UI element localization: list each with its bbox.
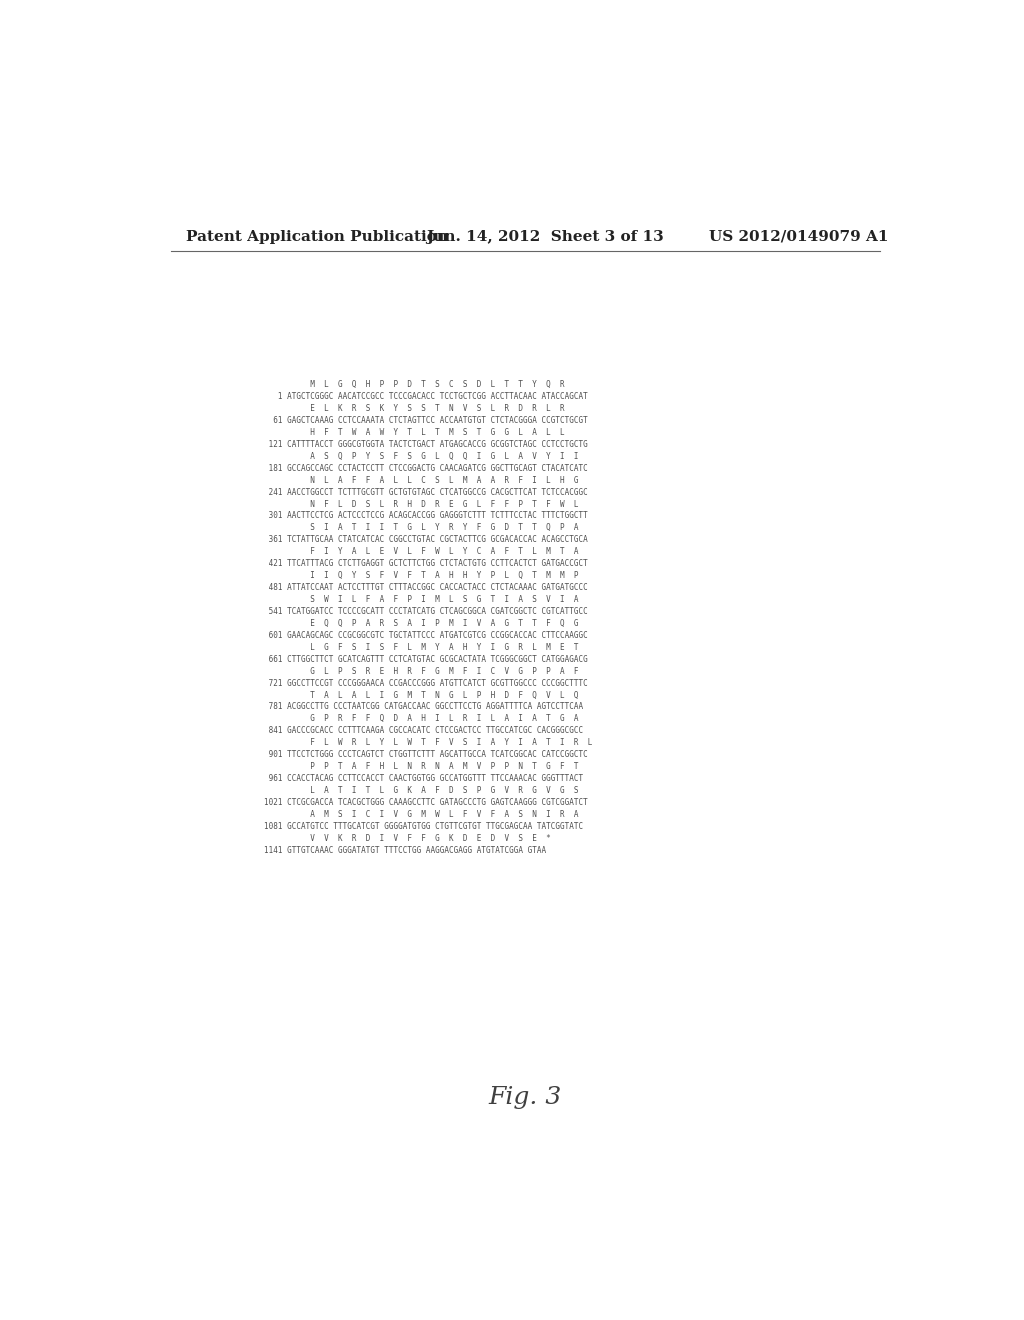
Text: 361 TCTATTGCAA CTATCATCAC CGGCCTGTAC CGCTACTTCG GCGACACCAC ACAGCCTGCA: 361 TCTATTGCAA CTATCATCAC CGGCCTGTAC CGC… xyxy=(263,536,588,544)
Text: US 2012/0149079 A1: US 2012/0149079 A1 xyxy=(710,230,889,244)
Text: 241 AACCTGGCCT TCTTTGCGTT GCTGTGTAGC CTCATGGCCG CACGCTTCAT TCTCCACGGC: 241 AACCTGGCCT TCTTTGCGTT GCTGTGTAGC CTC… xyxy=(263,487,588,496)
Text: E  L  K  R  S  K  Y  S  S  T  N  V  S  L  R  D  R  L  R: E L K R S K Y S S T N V S L R D R L R xyxy=(263,404,564,413)
Text: Patent Application Publication: Patent Application Publication xyxy=(186,230,449,244)
Text: 661 CTTGGCTTCT GCATCAGTTT CCTCATGTAC GCGCACTATA TCGGGCGGCT CATGGAGACG: 661 CTTGGCTTCT GCATCAGTTT CCTCATGTAC GCG… xyxy=(263,655,588,664)
Text: Fig. 3: Fig. 3 xyxy=(488,1086,561,1109)
Text: 781 ACGGCCTTG CCCTAATCGG CATGACCAAC GGCCTTCCTG AGGATTTTCA AGTCCTTCAA: 781 ACGGCCTTG CCCTAATCGG CATGACCAAC GGCC… xyxy=(263,702,583,711)
Text: Jun. 14, 2012  Sheet 3 of 13: Jun. 14, 2012 Sheet 3 of 13 xyxy=(426,230,665,244)
Text: L  A  T  I  T  L  G  K  A  F  D  S  P  G  V  R  G  V  G  S: L A T I T L G K A F D S P G V R G V G S xyxy=(263,785,579,795)
Text: G  P  R  F  F  Q  D  A  H  I  L  R  I  L  A  I  A  T  G  A: G P R F F Q D A H I L R I L A I A T G A xyxy=(263,714,579,723)
Text: 61 GAGCTCAAAG CCTCCAAATA CTCTAGTTCC ACCAATGTGT CTCTACGGGA CCGTCTGCGT: 61 GAGCTCAAAG CCTCCAAATA CTCTAGTTCC ACCA… xyxy=(263,416,588,425)
Text: N  L  A  F  F  A  L  L  C  S  L  M  A  A  R  F  I  L  H  G: N L A F F A L L C S L M A A R F I L H G xyxy=(263,475,579,484)
Text: 421 TTCATTTACG CTCTTGAGGT GCTCTTCTGG CTCTACTGTG CCTTCACTCT GATGACCGCT: 421 TTCATTTACG CTCTTGAGGT GCTCTTCTGG CTC… xyxy=(263,560,588,568)
Text: H  F  T  W  A  W  Y  T  L  T  M  S  T  G  G  L  A  L  L: H F T W A W Y T L T M S T G G L A L L xyxy=(263,428,564,437)
Text: 901 TTCCTCTGGG CCCTCAGTCT CTGGTTCTTT AGCATTGCCA TCATCGGCAC CATCCGGCTC: 901 TTCCTCTGGG CCCTCAGTCT CTGGTTCTTT AGC… xyxy=(263,750,588,759)
Text: N  F  L  D  S  L  R  H  D  R  E  G  L  F  F  P  T  F  W  L: N F L D S L R H D R E G L F F P T F W L xyxy=(263,499,579,508)
Text: A  S  Q  P  Y  S  F  S  G  L  Q  Q  I  G  L  A  V  Y  I  I: A S Q P Y S F S G L Q Q I G L A V Y I I xyxy=(263,451,579,461)
Text: F  L  W  R  L  Y  L  W  T  F  V  S  I  A  Y  I  A  T  I  R  L: F L W R L Y L W T F V S I A Y I A T I R … xyxy=(263,738,592,747)
Text: T  A  L  A  L  I  G  M  T  N  G  L  P  H  D  F  Q  V  L  Q: T A L A L I G M T N G L P H D F Q V L Q xyxy=(263,690,579,700)
Text: A  M  S  I  C  I  V  G  M  W  L  F  V  F  A  S  N  I  R  A: A M S I C I V G M W L F V F A S N I R A xyxy=(263,810,579,818)
Text: L  G  F  S  I  S  F  L  M  Y  A  H  Y  I  G  R  L  M  E  T: L G F S I S F L M Y A H Y I G R L M E T xyxy=(263,643,579,652)
Text: V  V  K  R  D  I  V  F  F  G  K  D  E  D  V  S  E  *: V V K R D I V F F G K D E D V S E * xyxy=(263,834,550,842)
Text: I  I  Q  Y  S  F  V  F  T  A  H  H  Y  P  L  Q  T  M  M  P: I I Q Y S F V F T A H H Y P L Q T M M P xyxy=(263,572,579,579)
Text: F  I  Y  A  L  E  V  L  F  W  L  Y  C  A  F  T  L  M  T  A: F I Y A L E V L F W L Y C A F T L M T A xyxy=(263,548,579,556)
Text: 301 AACTTCCTCG ACTCCCTCCG ACAGCACCGG GAGGGTCTTT TCTTTCCTAC TTTCTGGCTT: 301 AACTTCCTCG ACTCCCTCCG ACAGCACCGG GAG… xyxy=(263,511,588,520)
Text: P  P  T  A  F  H  L  N  R  N  A  M  V  P  P  N  T  G  F  T: P P T A F H L N R N A M V P P N T G F T xyxy=(263,762,579,771)
Text: 841 GACCCGCACC CCTTTCAAGA CGCCACATC CTCCGACTCC TTGCCATCGC CACGGGCGCC: 841 GACCCGCACC CCTTTCAAGA CGCCACATC CTCC… xyxy=(263,726,583,735)
Text: 181 GCCAGCCAGC CCTACTCCTT CTCCGGACTG CAACAGATCG GGCTTGCAGT CTACATCATC: 181 GCCAGCCAGC CCTACTCCTT CTCCGGACTG CAA… xyxy=(263,463,588,473)
Text: 601 GAACAGCAGC CCGCGGCGTC TGCTATTCCC ATGATCGTCG CCGGCACCAC CTTCCAAGGC: 601 GAACAGCAGC CCGCGGCGTC TGCTATTCCC ATG… xyxy=(263,631,588,640)
Text: 1 ATGCTCGGGC AACATCCGCC TCCCGACACC TCCTGCTCGG ACCTTACAAC ATACCAGCAT: 1 ATGCTCGGGC AACATCCGCC TCCCGACACC TCCTG… xyxy=(263,392,588,401)
Text: S  W  I  L  F  A  F  P  I  M  L  S  G  T  I  A  S  V  I  A: S W I L F A F P I M L S G T I A S V I A xyxy=(263,595,579,605)
Text: E  Q  Q  P  A  R  S  A  I  P  M  I  V  A  G  T  T  F  Q  G: E Q Q P A R S A I P M I V A G T T F Q G xyxy=(263,619,579,628)
Text: 721 GGCCTTCCGT CCCGGGAACA CCGACCCGGG ATGTTCATCT GCGTTGGCCC CCCGGCTTTC: 721 GGCCTTCCGT CCCGGGAACA CCGACCCGGG ATG… xyxy=(263,678,588,688)
Text: 481 ATTATCCAAT ACTCCTTTGT CTTTACCGGC CACCACTACC CTCTACAAAC GATGATGCCC: 481 ATTATCCAAT ACTCCTTTGT CTTTACCGGC CAC… xyxy=(263,583,588,593)
Text: 121 CATTTTACCT GGGCGTGGTA TACTCTGACT ATGAGCACCG GCGGTCTAGC CCTCCTGCTG: 121 CATTTTACCT GGGCGTGGTA TACTCTGACT ATG… xyxy=(263,440,588,449)
Text: 1141 GTTGTCAAAC GGGATATGT TTTCCTGG AAGGACGAGG ATGTATCGGA GTAA: 1141 GTTGTCAAAC GGGATATGT TTTCCTGG AAGGA… xyxy=(263,846,546,854)
Text: G  L  P  S  R  E  H  R  F  G  M  F  I  C  V  G  P  P  A  F: G L P S R E H R F G M F I C V G P P A F xyxy=(263,667,579,676)
Text: 961 CCACCTACAG CCTTCCACCT CAACTGGTGG GCCATGGTTT TTCCAAACAC GGGTTTACT: 961 CCACCTACAG CCTTCCACCT CAACTGGTGG GCC… xyxy=(263,774,583,783)
Text: 541 TCATGGATCC TCCCCGCATT CCCTATCATG CTCAGCGGCA CGATCGGCTC CGTCATTGCC: 541 TCATGGATCC TCCCCGCATT CCCTATCATG CTC… xyxy=(263,607,588,616)
Text: 1021 CTCGCGACCA TCACGCTGGG CAAAGCCTTC GATAGCCCTG GAGTCAAGGG CGTCGGATCT: 1021 CTCGCGACCA TCACGCTGGG CAAAGCCTTC GA… xyxy=(263,797,588,807)
Text: 1081 GCCATGTCC TTTGCATCGT GGGGATGTGG CTGTTCGTGT TTGCGAGCAA TATCGGTATC: 1081 GCCATGTCC TTTGCATCGT GGGGATGTGG CTG… xyxy=(263,822,583,830)
Text: S  I  A  T  I  I  T  G  L  Y  R  Y  F  G  D  T  T  Q  P  A: S I A T I I T G L Y R Y F G D T T Q P A xyxy=(263,524,579,532)
Text: M  L  G  Q  H  P  P  D  T  S  C  S  D  L  T  T  Y  Q  R: M L G Q H P P D T S C S D L T T Y Q R xyxy=(263,380,564,389)
